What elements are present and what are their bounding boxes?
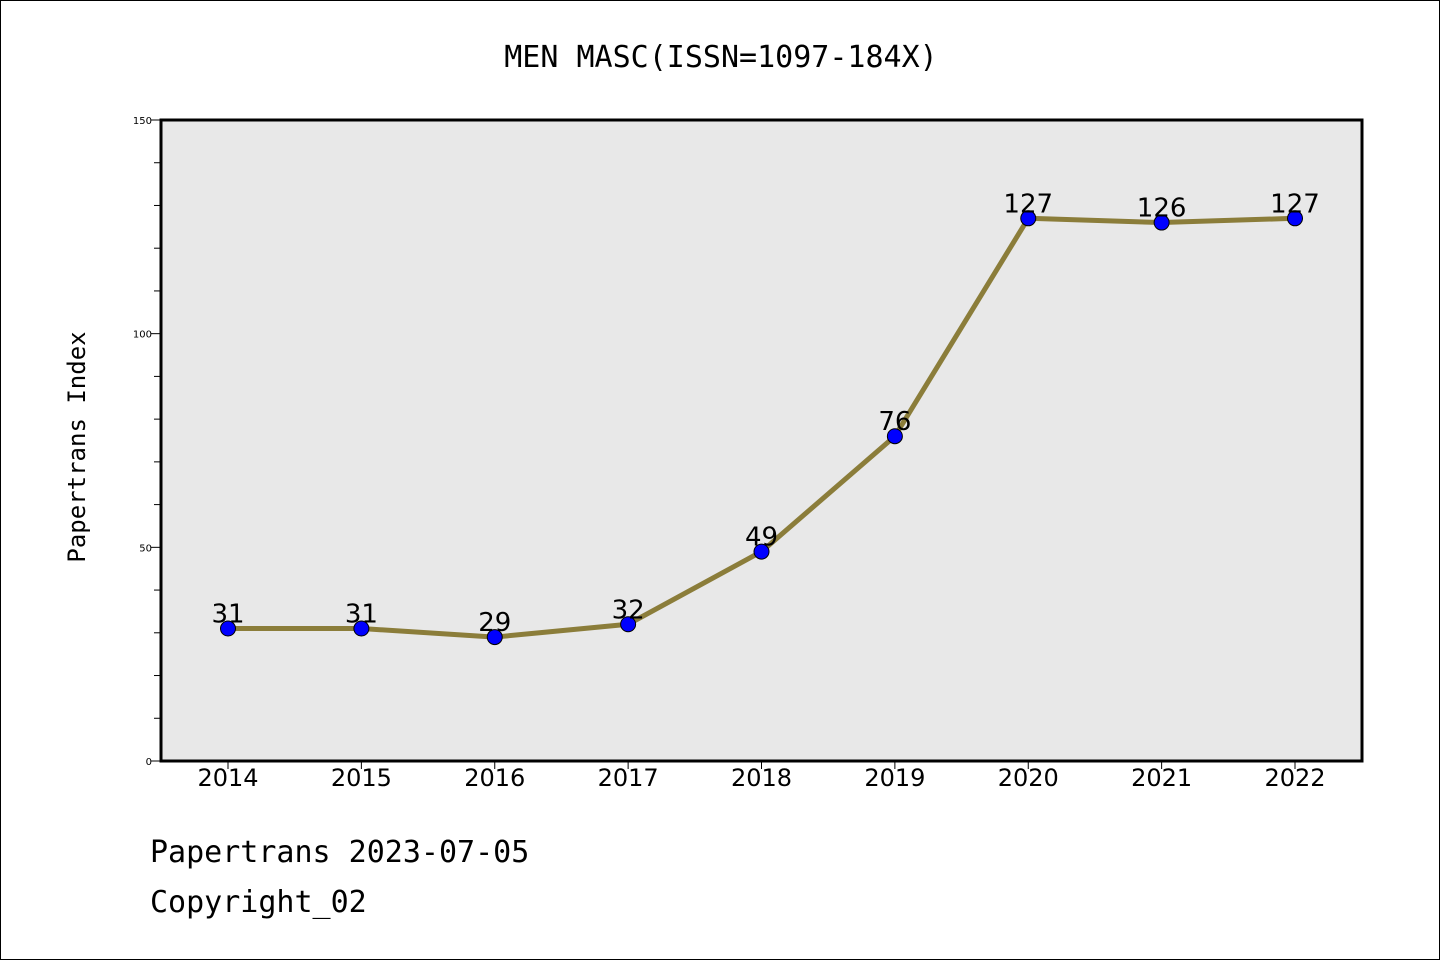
data-point — [220, 620, 236, 637]
y-tick-label: 0 — [146, 757, 152, 768]
data-point — [1287, 210, 1303, 227]
data-label: 127 — [1003, 189, 1053, 219]
data-point — [353, 620, 370, 637]
data-point — [1020, 210, 1037, 227]
data-label: 31 — [211, 600, 244, 630]
data-label: 29 — [478, 608, 511, 638]
y-axis: 0 50 100 150 — [133, 116, 161, 768]
x-tick-label: 2019 — [864, 764, 925, 792]
x-tick-label: 2017 — [598, 764, 659, 792]
y-tick-label: 150 — [133, 116, 152, 127]
data-labels: 31 31 29 32 49 76 127 126 127 — [211, 189, 1319, 638]
x-tick-label: 2014 — [197, 764, 258, 792]
y-tick-label: 50 — [139, 543, 152, 554]
x-tick-label: 2021 — [1131, 764, 1192, 792]
x-axis: 2014 2015 2016 2017 2018 2019 2020 2021 2022 — [197, 761, 1326, 792]
footer-copyright: Copyright_02 — [150, 885, 367, 920]
data-point — [886, 428, 903, 445]
x-tick-label: 2020 — [998, 764, 1059, 792]
y-axis-label: Papertrans Index — [63, 331, 91, 562]
data-label: 76 — [878, 407, 911, 437]
data-label: 126 — [1137, 194, 1187, 224]
x-tick-label: 2018 — [731, 764, 792, 792]
data-label: 49 — [745, 523, 778, 553]
footer-date: Papertrans 2023-07-05 — [150, 835, 530, 870]
data-point — [1153, 214, 1170, 231]
x-tick-label: 2022 — [1264, 764, 1325, 792]
series-markers — [220, 210, 1303, 646]
data-point — [620, 616, 637, 633]
data-label: 31 — [345, 600, 378, 630]
x-tick-label: 2015 — [331, 764, 392, 792]
x-tick-label: 2016 — [464, 764, 525, 792]
data-label: 32 — [612, 595, 645, 625]
data-point — [486, 629, 503, 646]
data-label: 127 — [1270, 189, 1320, 219]
data-point — [753, 543, 770, 560]
y-tick-label: 100 — [133, 330, 152, 341]
chart-title: MEN MASC(ISSN=1097-184X) — [504, 40, 937, 75]
